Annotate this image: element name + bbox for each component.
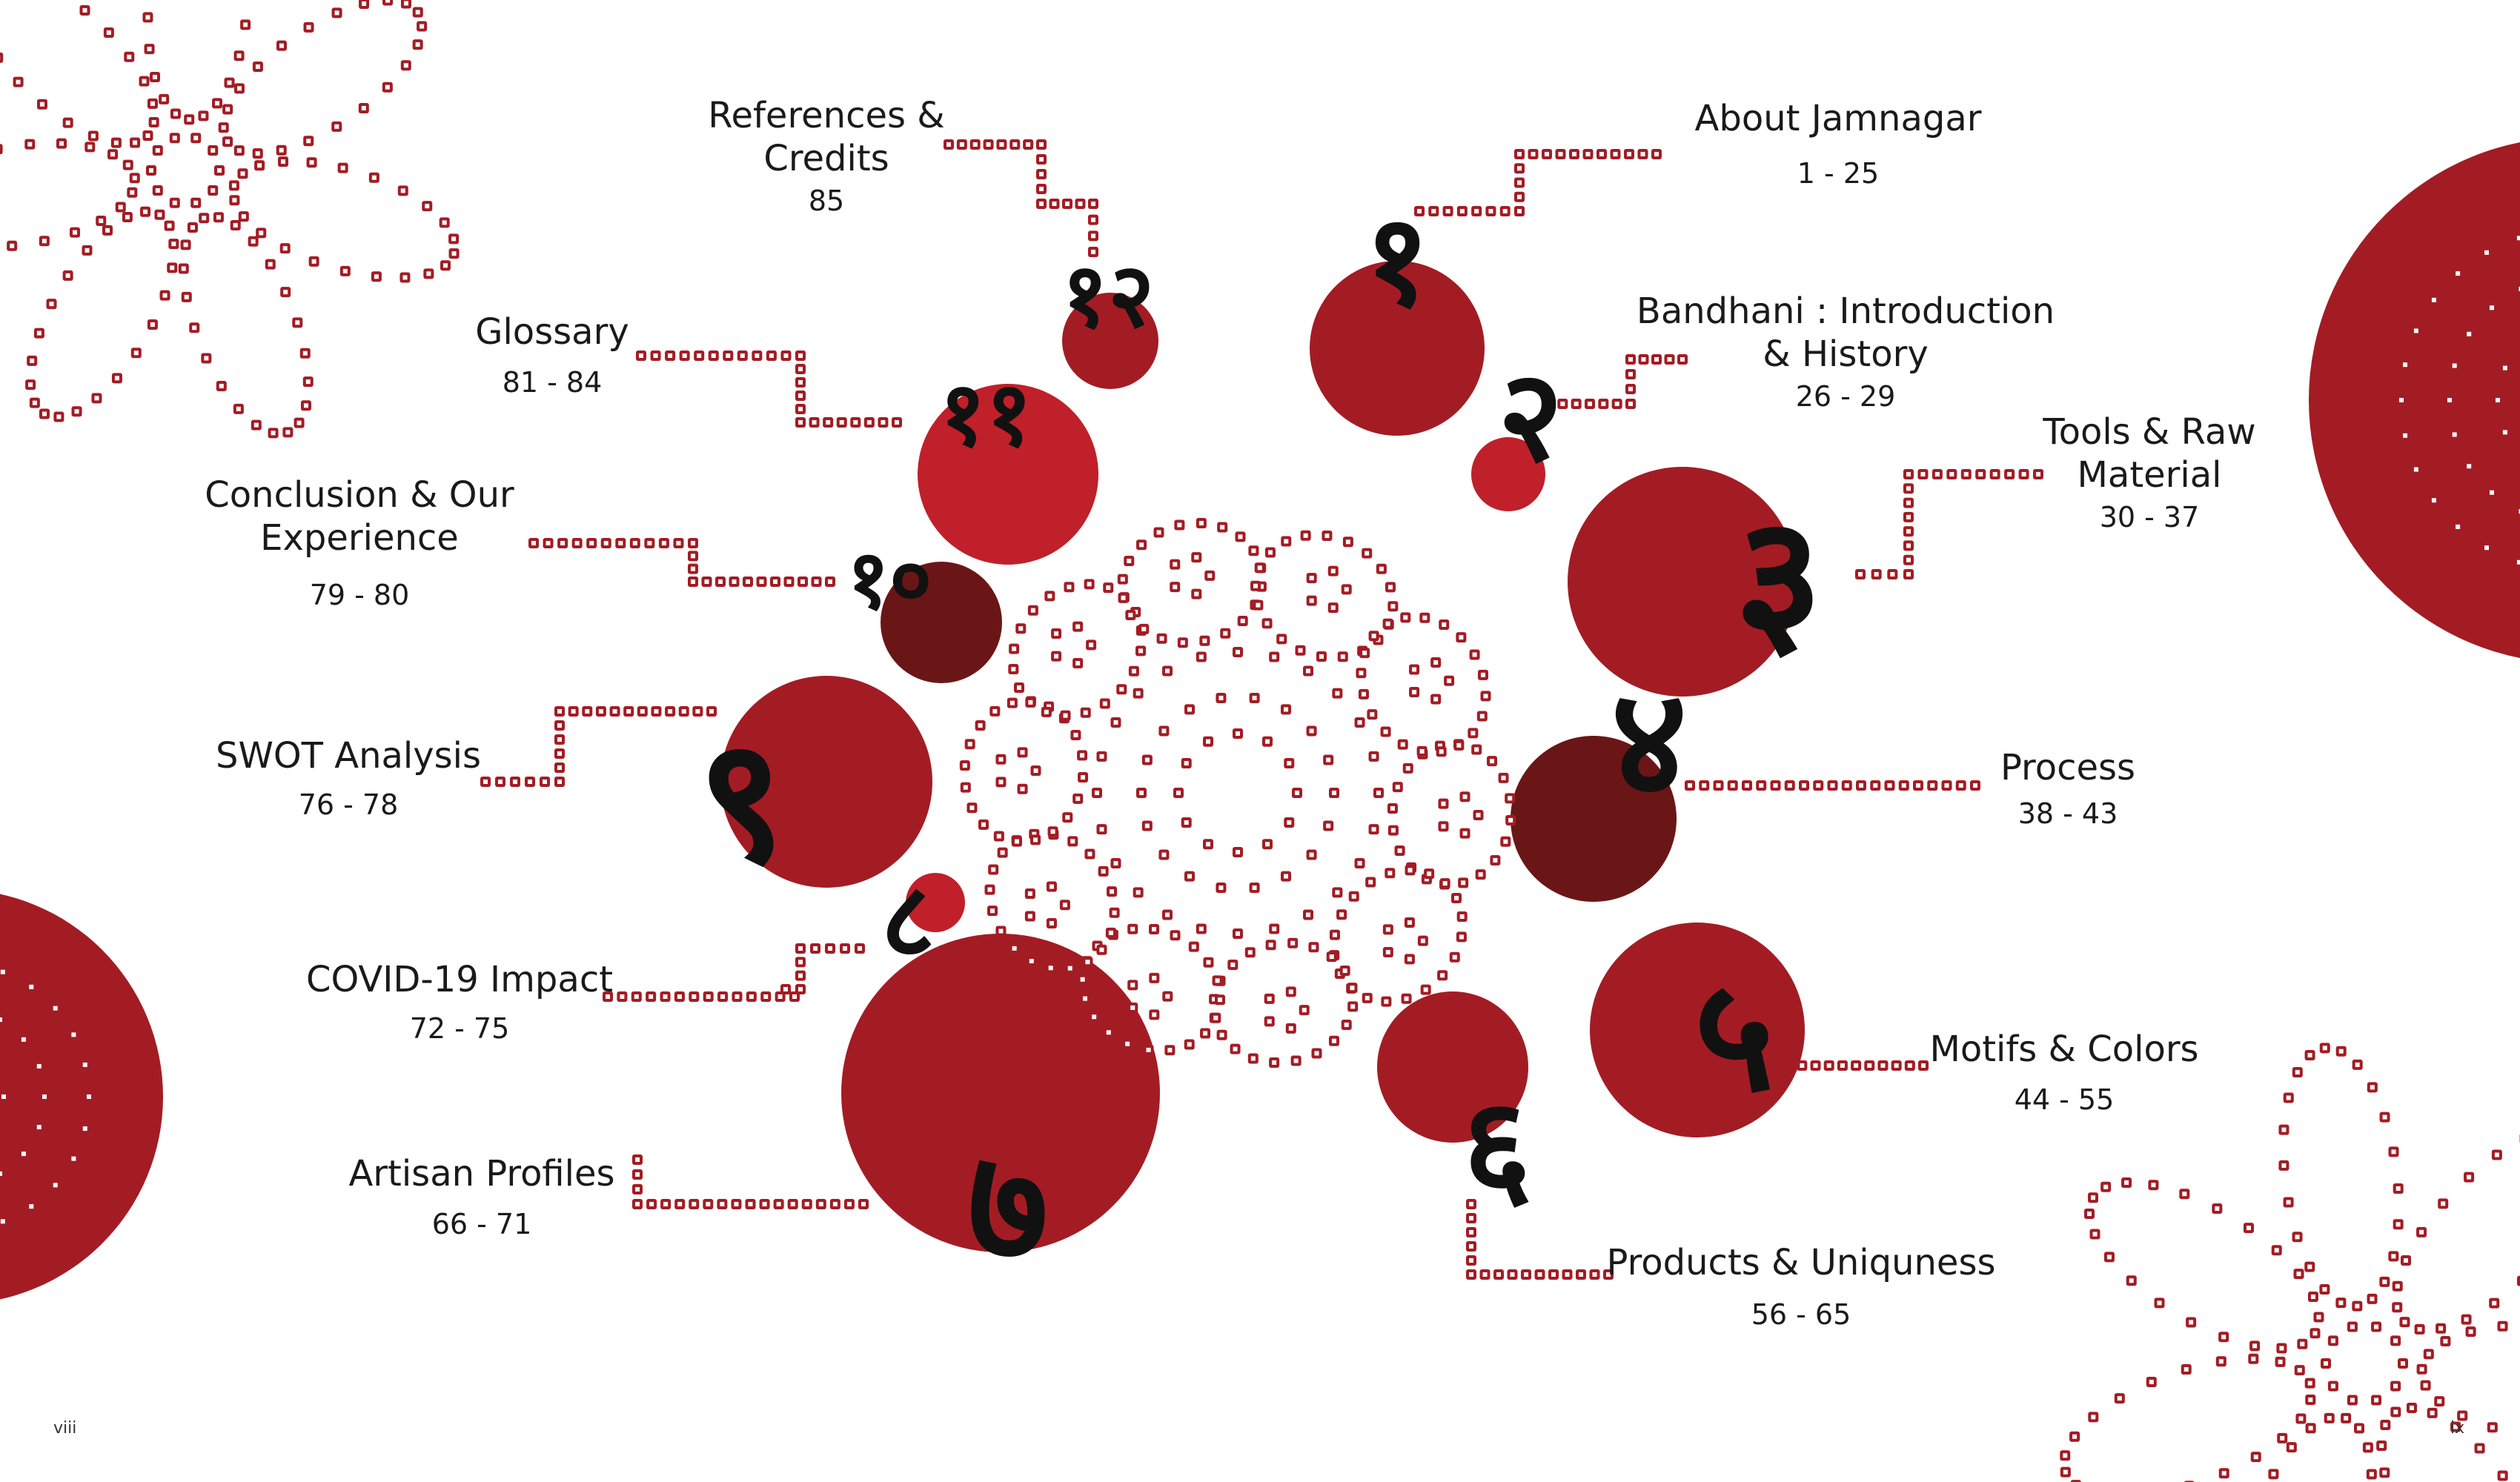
devanagari-numeral-icon: १० bbox=[847, 532, 932, 627]
toc-pages: 1 - 25 bbox=[1797, 156, 1880, 190]
toc-title: Bandhani : Introduction & History bbox=[1636, 290, 2055, 375]
folio-left: viii bbox=[53, 1419, 77, 1438]
toc-entry-swot[interactable]: SWOT Analysis 76 - 78 bbox=[200, 735, 497, 822]
toc-entry-conclusion[interactable]: Conclusion & Our Experience 79 - 80 bbox=[170, 474, 548, 613]
toc-pages: 30 - 37 bbox=[2099, 501, 2200, 534]
toc-pages: 85 bbox=[808, 185, 845, 218]
devanagari-numeral-icon: १ bbox=[1365, 187, 1430, 334]
devanagari-numeral-icon: ३ bbox=[1734, 480, 1823, 678]
devanagari-numeral-icon: ५ bbox=[1694, 945, 1774, 1126]
toc-title: Artisan Profiles bbox=[348, 1153, 615, 1194]
devanagari-numeral-icon: ६ bbox=[1462, 1070, 1532, 1225]
toc-title: Products & Uniquness bbox=[1606, 1242, 1996, 1283]
toc-title: SWOT Analysis bbox=[215, 735, 482, 777]
toc-entry-process[interactable]: Process 38 - 43 bbox=[1957, 747, 2179, 831]
toc-entry-glossary[interactable]: Glossary 81 - 84 bbox=[445, 311, 660, 399]
toc-entry-covid[interactable]: COVID-19 Impact 72 - 75 bbox=[274, 959, 645, 1046]
folio-right: ix bbox=[2450, 1419, 2465, 1438]
toc-entry-tools[interactable]: Tools & Raw Material 30 - 37 bbox=[2016, 411, 2283, 535]
toc-pages: 81 - 84 bbox=[502, 365, 603, 399]
toc-pages: 66 - 71 bbox=[431, 1207, 532, 1240]
devanagari-numeral-icon: ४ bbox=[1611, 656, 1688, 828]
devanagari-numeral-icon: ८ bbox=[881, 860, 935, 981]
devanagari-numeral-icon: १२ bbox=[1062, 245, 1155, 348]
devanagari-numeral-icon: ११ bbox=[940, 363, 1032, 466]
devanagari-numeral-icon: २ bbox=[1498, 343, 1563, 490]
toc-pages: 76 - 78 bbox=[298, 788, 399, 821]
toc-title: Motifs & Colors bbox=[1929, 1029, 2199, 1070]
devanagari-numeral-icon: ७ bbox=[967, 1115, 1048, 1297]
toc-pages: 26 - 29 bbox=[1795, 380, 1896, 413]
toc-pages: 38 - 43 bbox=[2017, 797, 2118, 830]
toc-entry-motifs[interactable]: Motifs & Colors 44 - 55 bbox=[1905, 1029, 2224, 1117]
toc-pages: 72 - 75 bbox=[409, 1011, 510, 1045]
bandhani-flower-icon bbox=[0, 0, 460, 439]
toc-title: About Jamnagar bbox=[1694, 98, 1982, 139]
toc-entry-bandhani-intro[interactable]: Bandhani : Introduction & History 26 - 2… bbox=[1616, 290, 2075, 414]
toc-entry-references[interactable]: References & Credits 85 bbox=[689, 95, 964, 219]
toc-title: Conclusion & Our Experience bbox=[205, 474, 514, 559]
toc-title: Glossary bbox=[475, 311, 629, 353]
toc-title: Process bbox=[2000, 747, 2136, 788]
toc-pages: 79 - 80 bbox=[309, 579, 410, 612]
toc-entry-artisan[interactable]: Artisan Profiles 66 - 71 bbox=[326, 1153, 637, 1241]
toc-entry-products[interactable]: Products & Uniquness 56 - 65 bbox=[1594, 1242, 2009, 1332]
toc-title: Tools & Raw Material bbox=[2043, 411, 2256, 496]
toc-pages: 44 - 55 bbox=[2014, 1083, 2115, 1116]
toc-title: References & Credits bbox=[708, 95, 945, 179]
devanagari-numeral-icon: ९ bbox=[697, 702, 786, 900]
toc-pages: 56 - 65 bbox=[1751, 1297, 1851, 1331]
toc-title: COVID-19 Impact bbox=[305, 959, 614, 1000]
toc-entry-about-jamnagar[interactable]: About Jamnagar 1 - 25 bbox=[1675, 98, 2001, 190]
